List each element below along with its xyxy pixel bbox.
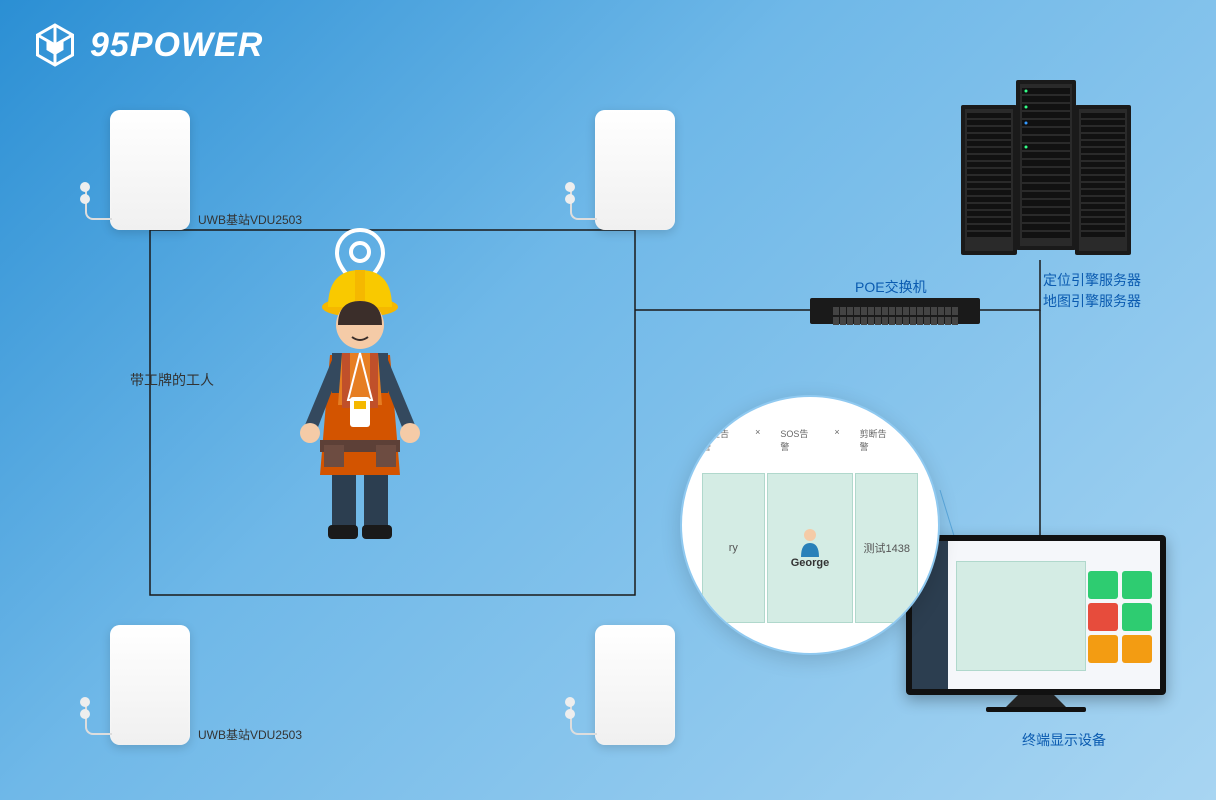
person-icon bbox=[797, 527, 823, 557]
uwb-station-bottom-right bbox=[595, 625, 675, 745]
server-label: 定位引擎服务器 地图引擎服务器 bbox=[1043, 270, 1141, 312]
zoom-tab-3: 剪断告警 bbox=[860, 427, 893, 453]
worker-illustration bbox=[260, 225, 460, 545]
zoom-cell-3: 测试1438 bbox=[855, 473, 918, 623]
worker-label: 带工牌的工人 bbox=[130, 370, 214, 390]
server-label-line1: 定位引擎服务器 bbox=[1043, 270, 1141, 291]
zoom-cell-1: ry bbox=[702, 473, 765, 623]
server-rack bbox=[946, 80, 1146, 260]
uwb-station-top-right bbox=[595, 110, 675, 230]
uwb-station-top-left bbox=[110, 110, 190, 230]
logo-cube-icon bbox=[30, 20, 80, 70]
zoom-cell-2: George bbox=[767, 473, 854, 623]
monitor-screen bbox=[912, 541, 1160, 689]
zoom-tab-1: 围栏告警 bbox=[702, 427, 735, 453]
station-label-bl: UWB基站VDU2503 bbox=[198, 726, 302, 743]
brand-logo: 95POWER bbox=[30, 20, 263, 70]
zoom-tab-2: SOS告警 bbox=[780, 427, 814, 453]
uwb-station-bottom-left bbox=[110, 625, 190, 745]
server-label-line2: 地图引擎服务器 bbox=[1043, 291, 1141, 312]
terminal-monitor bbox=[906, 535, 1166, 715]
switch-label: POE交换机 bbox=[855, 277, 927, 297]
zoom-detail-circle: 围栏告警× SOS告警× 剪断告警× ry George 测试1438 bbox=[680, 395, 940, 655]
poe-switch bbox=[810, 298, 980, 324]
terminal-label: 终端显示设备 bbox=[1022, 730, 1106, 750]
logo-text: 95POWER bbox=[90, 26, 263, 65]
